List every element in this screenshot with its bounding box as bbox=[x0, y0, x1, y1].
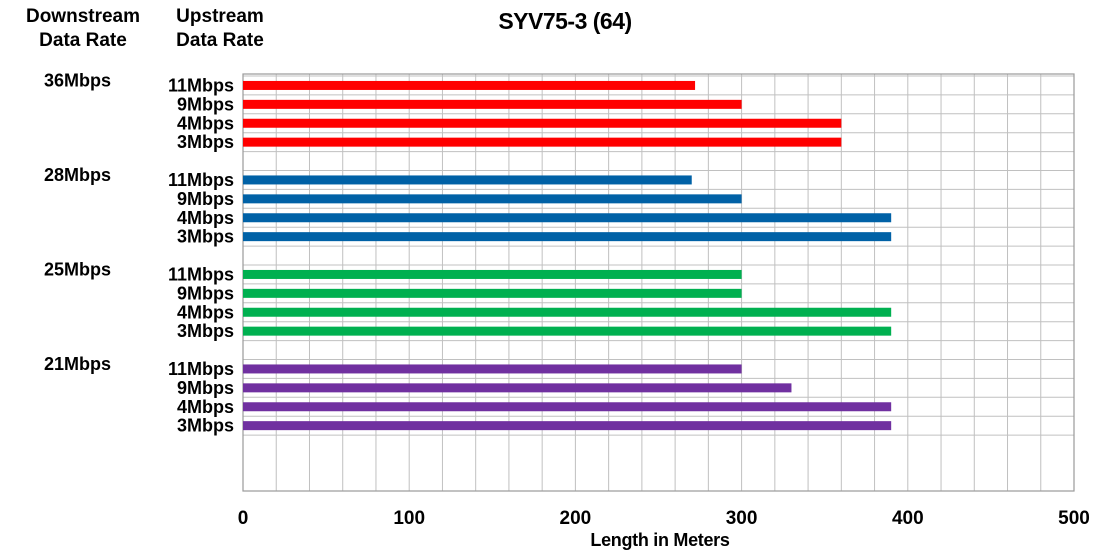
upstream-tick-label: 11Mbps bbox=[168, 170, 234, 190]
bar bbox=[243, 383, 792, 393]
bar bbox=[243, 421, 892, 431]
x-tick-label: 100 bbox=[393, 508, 425, 529]
downstream-header: Downstream Data Rate bbox=[2, 5, 164, 53]
x-tick-label: 200 bbox=[560, 508, 592, 529]
bar bbox=[243, 194, 742, 204]
upstream-tick-label: 4Mbps bbox=[177, 397, 234, 417]
downstream-group-label: 36Mbps bbox=[44, 70, 111, 90]
upstream-tick-label: 11Mbps bbox=[168, 75, 234, 95]
upstream-header-line1: Upstream bbox=[176, 6, 264, 27]
downstream-group-label: 21Mbps bbox=[44, 354, 111, 374]
plot-frame bbox=[242, 73, 1075, 492]
upstream-tick-label: 9Mbps bbox=[177, 94, 234, 114]
upstream-tick-label: 4Mbps bbox=[177, 302, 234, 322]
upstream-tick-label: 3Mbps bbox=[177, 321, 234, 341]
chart-title: SYV75-3 (64) bbox=[498, 8, 632, 34]
downstream-group-label: 25Mbps bbox=[44, 259, 111, 279]
upstream-header: Upstream Data Rate bbox=[158, 5, 282, 53]
bar bbox=[243, 99, 742, 109]
bar bbox=[243, 269, 742, 279]
x-tick-label: 400 bbox=[892, 508, 924, 529]
bar bbox=[243, 288, 742, 298]
upstream-tick-label: 9Mbps bbox=[177, 283, 234, 303]
bar bbox=[243, 118, 842, 128]
downstream-header-line2: Data Rate bbox=[39, 30, 127, 51]
x-tick-label: 500 bbox=[1058, 508, 1090, 529]
upstream-tick-label: 11Mbps bbox=[168, 264, 234, 284]
bar bbox=[243, 307, 892, 317]
bar bbox=[243, 326, 892, 336]
upstream-tick-label: 3Mbps bbox=[177, 416, 234, 436]
x-tick-label: 300 bbox=[726, 508, 758, 529]
bar bbox=[243, 175, 692, 185]
upstream-tick-label: 3Mbps bbox=[177, 132, 234, 152]
upstream-tick-label: 9Mbps bbox=[177, 189, 234, 209]
downstream-header-line1: Downstream bbox=[25, 6, 141, 27]
x-axis-label: Length in Meters bbox=[590, 530, 730, 550]
bar bbox=[243, 137, 842, 147]
bar bbox=[243, 213, 892, 223]
upstream-header-line2: Data Rate bbox=[176, 30, 264, 51]
bar bbox=[243, 364, 742, 374]
bar bbox=[243, 232, 892, 242]
upstream-tick-label: 9Mbps bbox=[177, 378, 234, 398]
downstream-group-label: 28Mbps bbox=[44, 165, 111, 185]
bar bbox=[243, 80, 696, 90]
x-tick-label: 0 bbox=[238, 508, 249, 529]
bar bbox=[243, 402, 892, 412]
upstream-tick-label: 4Mbps bbox=[177, 208, 234, 228]
upstream-tick-label: 11Mbps bbox=[168, 359, 234, 379]
upstream-tick-label: 3Mbps bbox=[177, 227, 234, 247]
upstream-tick-label: 4Mbps bbox=[177, 113, 234, 133]
